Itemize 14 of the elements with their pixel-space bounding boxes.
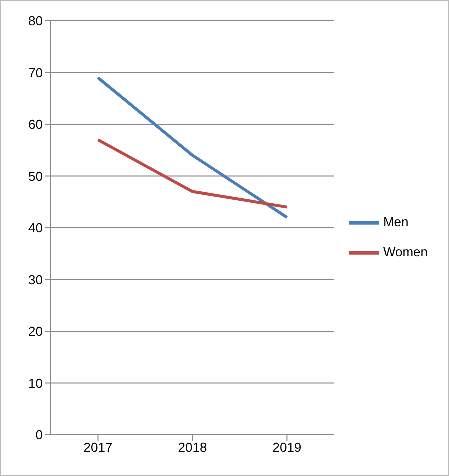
x-tick-label: 2017 — [84, 440, 113, 456]
y-tick-label: 60 — [28, 117, 43, 132]
y-tick-label: 40 — [28, 220, 43, 236]
y-tick-label: 0 — [36, 428, 43, 443]
y-tick-label: 50 — [28, 168, 43, 184]
legend-label: Men — [383, 214, 409, 230]
y-tick-label: 30 — [28, 272, 43, 288]
x-tick-label: 2018 — [178, 440, 208, 456]
x-tick-label: 2019 — [272, 440, 302, 456]
y-tick-label: 10 — [28, 376, 43, 391]
y-tick-label: 20 — [28, 324, 43, 340]
y-tick-label: 80 — [28, 14, 43, 29]
legend-label: Women — [383, 244, 428, 260]
y-tick-label: 70 — [28, 65, 43, 80]
